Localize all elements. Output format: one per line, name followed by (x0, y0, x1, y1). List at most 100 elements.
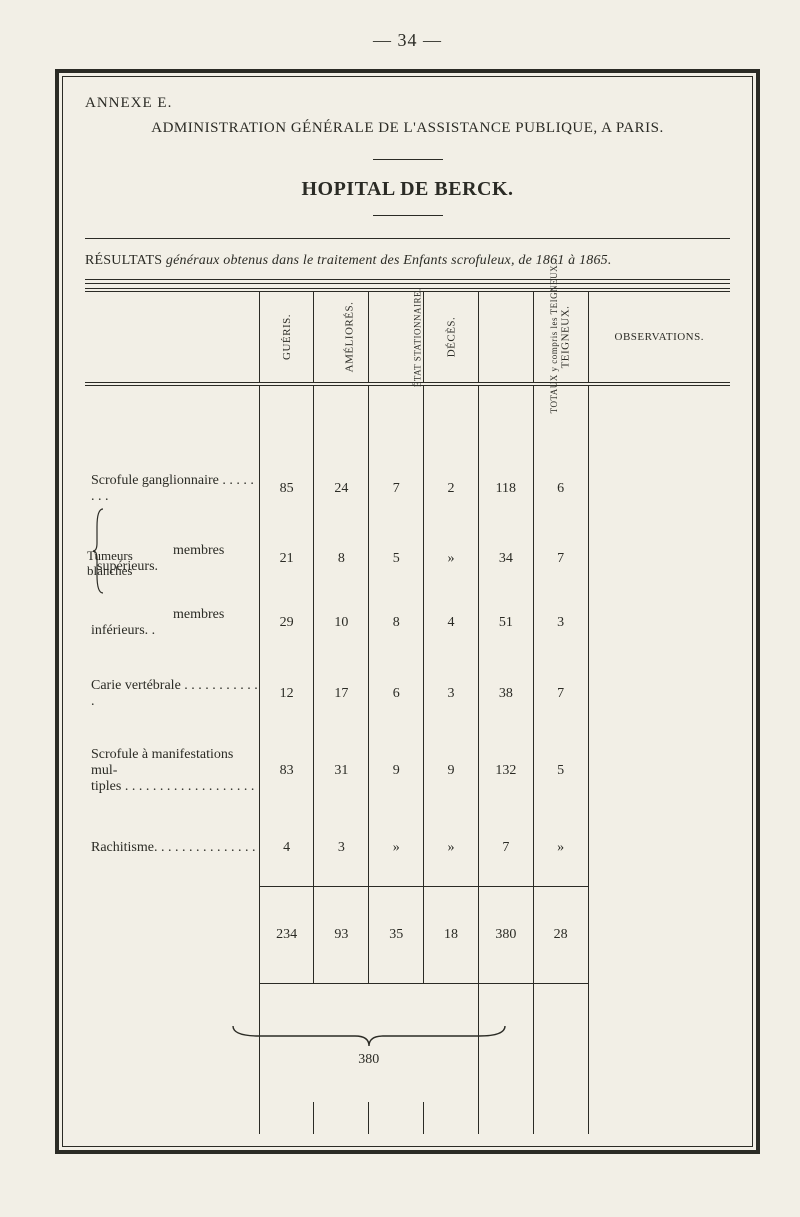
cell: 10 (314, 591, 369, 655)
col-gueris: GUÉRIS. (259, 290, 314, 384)
cell: 380 (478, 887, 533, 984)
cell (588, 809, 730, 886)
cell: 4 (259, 809, 314, 886)
cell (478, 984, 533, 1102)
grand-total-row: 380 (85, 984, 730, 1102)
cell: 9 (424, 732, 479, 809)
table-row: Rachitisme. . . . . . . . . . . . . . . … (85, 809, 730, 886)
cell: 3 (314, 809, 369, 886)
col-head: GUÉRIS. (281, 314, 293, 360)
col-teigneux: TEIGNEUX. (533, 290, 588, 384)
cell: 118 (478, 450, 533, 527)
cell (588, 732, 730, 809)
table-row: Tumeurs blanches membres supérieurs. 21 … (85, 527, 730, 591)
cell: 35 (369, 887, 424, 984)
grand-total-value: 380 (358, 1052, 379, 1068)
cell: 18 (424, 887, 479, 984)
cell (85, 887, 259, 984)
col-head: TEIGNEUX. (559, 306, 571, 369)
cell: 3 (424, 655, 479, 732)
cell: 234 (259, 887, 314, 984)
cell: 31 (314, 732, 369, 809)
totals-row: 234 93 35 18 380 28 (85, 887, 730, 984)
outer-frame: ANNEXE E. ADMINISTRATION GÉNÉRALE DE L'A… (55, 69, 760, 1154)
table-row: membres inférieurs. . 29 10 8 4 51 3 (85, 591, 730, 655)
row-label: Scrofule à manifestations mul- tiples . … (85, 732, 259, 809)
row-sublabel: membres inférieurs. . (91, 607, 224, 638)
cell: 7 (533, 655, 588, 732)
results-line: RÉSULTATS généraux obtenus dans le trait… (85, 253, 730, 269)
row-label: Carie vertébrale . . . . . . . . . . . . (85, 655, 259, 732)
rule (85, 279, 730, 284)
cell: » (424, 809, 479, 886)
cell: » (369, 809, 424, 886)
cell (588, 527, 730, 591)
row-label: membres inférieurs. . (85, 591, 259, 655)
cell: 4 (424, 591, 479, 655)
cell: 9 (369, 732, 424, 809)
col-totaux: TOTAUX y compris les TEIGNEUX. (478, 290, 533, 384)
cell: 28 (533, 887, 588, 984)
cell: 38 (478, 655, 533, 732)
col-observations: OBSERVATIONS. (588, 290, 730, 384)
cell: 12 (259, 655, 314, 732)
cell: 6 (369, 655, 424, 732)
results-table: GUÉRIS. AMÉLIORÉS. ÉTAT STATIONNAIRE. DÉ… (85, 288, 730, 1134)
annexe-label: ANNEXE E. (85, 95, 730, 112)
col-etat: ÉTAT STATIONNAIRE. (369, 290, 424, 384)
grand-total-cell: 380 (259, 984, 478, 1102)
admin-line: ADMINISTRATION GÉNÉRALE DE L'ASSISTANCE … (85, 120, 730, 137)
cell: 8 (369, 591, 424, 655)
brace-icon (93, 507, 105, 595)
divider (373, 215, 443, 216)
col-label (85, 290, 259, 384)
table-row: Scrofule ganglionnaire . . . . . . . . 8… (85, 450, 730, 527)
cell: 83 (259, 732, 314, 809)
col-head: ÉTAT STATIONNAIRE. (414, 288, 423, 387)
cell (588, 450, 730, 527)
col-head: DÉCÈS. (445, 317, 457, 358)
cell: 6 (533, 450, 588, 527)
row-label: Rachitisme. . . . . . . . . . . . . . . (85, 809, 259, 886)
cell: 5 (533, 732, 588, 809)
cell (588, 591, 730, 655)
col-head: AMÉLIORÉS. (344, 302, 356, 373)
brace-icon (229, 1022, 509, 1048)
cell (533, 984, 588, 1102)
row-label: Tumeurs blanches membres supérieurs. (85, 527, 259, 591)
cell: 51 (478, 591, 533, 655)
rule (85, 238, 730, 239)
page: — 34 — ANNEXE E. ADMINISTRATION GÉNÉRALE… (0, 0, 800, 1217)
cell: 8 (314, 527, 369, 591)
cell: 3 (533, 591, 588, 655)
col-head: OBSERVATIONS. (615, 331, 704, 343)
cell: 24 (314, 450, 369, 527)
results-rest: généraux obtenus dans le traitement des … (162, 253, 611, 268)
hospital-title: HOPITAL DE BERCK. (85, 178, 730, 201)
cell: 132 (478, 732, 533, 809)
cell: 7 (533, 527, 588, 591)
cell: 17 (314, 655, 369, 732)
cell: 7 (478, 809, 533, 886)
table-spacer (85, 384, 730, 450)
divider (373, 159, 443, 160)
cell: » (424, 527, 479, 591)
cell: 2 (424, 450, 479, 527)
results-prefix: RÉSULTATS (85, 253, 162, 268)
cell (588, 887, 730, 984)
cell: 93 (314, 887, 369, 984)
cell: 85 (259, 450, 314, 527)
table-row: Scrofule à manifestations mul- tiples . … (85, 732, 730, 809)
col-ameliores: AMÉLIORÉS. (314, 290, 369, 384)
page-number: — 34 — (55, 30, 760, 51)
cell: 21 (259, 527, 314, 591)
col-deces: DÉCÈS. (424, 290, 479, 384)
table-row: Carie vertébrale . . . . . . . . . . . .… (85, 655, 730, 732)
table-bottom (85, 1102, 730, 1134)
row-label: Scrofule ganglionnaire . . . . . . . . (85, 450, 259, 527)
cell: » (533, 809, 588, 886)
cell: 5 (369, 527, 424, 591)
cell (588, 984, 730, 1102)
table-header-row: GUÉRIS. AMÉLIORÉS. ÉTAT STATIONNAIRE. DÉ… (85, 290, 730, 384)
cell (588, 655, 730, 732)
